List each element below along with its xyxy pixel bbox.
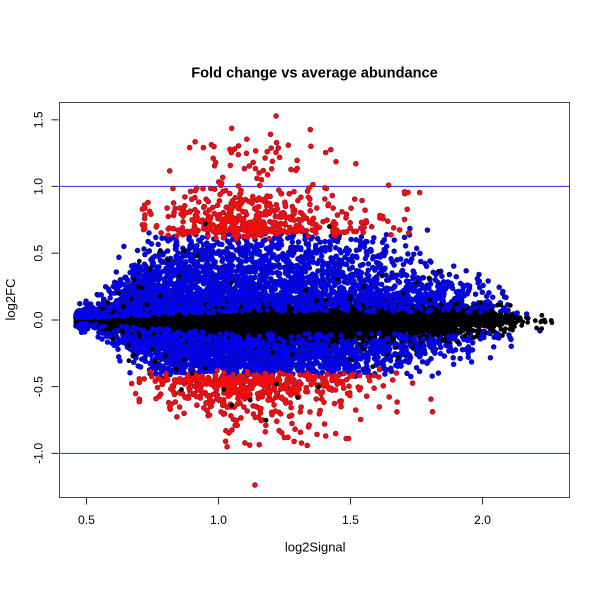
- svg-text:0.5: 0.5: [78, 513, 95, 527]
- svg-text:0.5: 0.5: [31, 245, 45, 262]
- svg-text:-1.0: -1.0: [31, 443, 45, 464]
- svg-text:Fold change vs average abundan: Fold change vs average abundance: [191, 66, 438, 82]
- svg-text:1.5: 1.5: [342, 513, 359, 527]
- svg-text:log2Signal: log2Signal: [285, 540, 346, 555]
- svg-text:log2FC: log2FC: [3, 279, 18, 321]
- svg-text:2.0: 2.0: [474, 513, 491, 527]
- svg-text:1.0: 1.0: [31, 178, 45, 195]
- svg-text:-0.5: -0.5: [31, 376, 45, 397]
- svg-text:0.0: 0.0: [31, 311, 45, 328]
- svg-text:1.0: 1.0: [210, 513, 227, 527]
- svg-text:1.5: 1.5: [31, 111, 45, 128]
